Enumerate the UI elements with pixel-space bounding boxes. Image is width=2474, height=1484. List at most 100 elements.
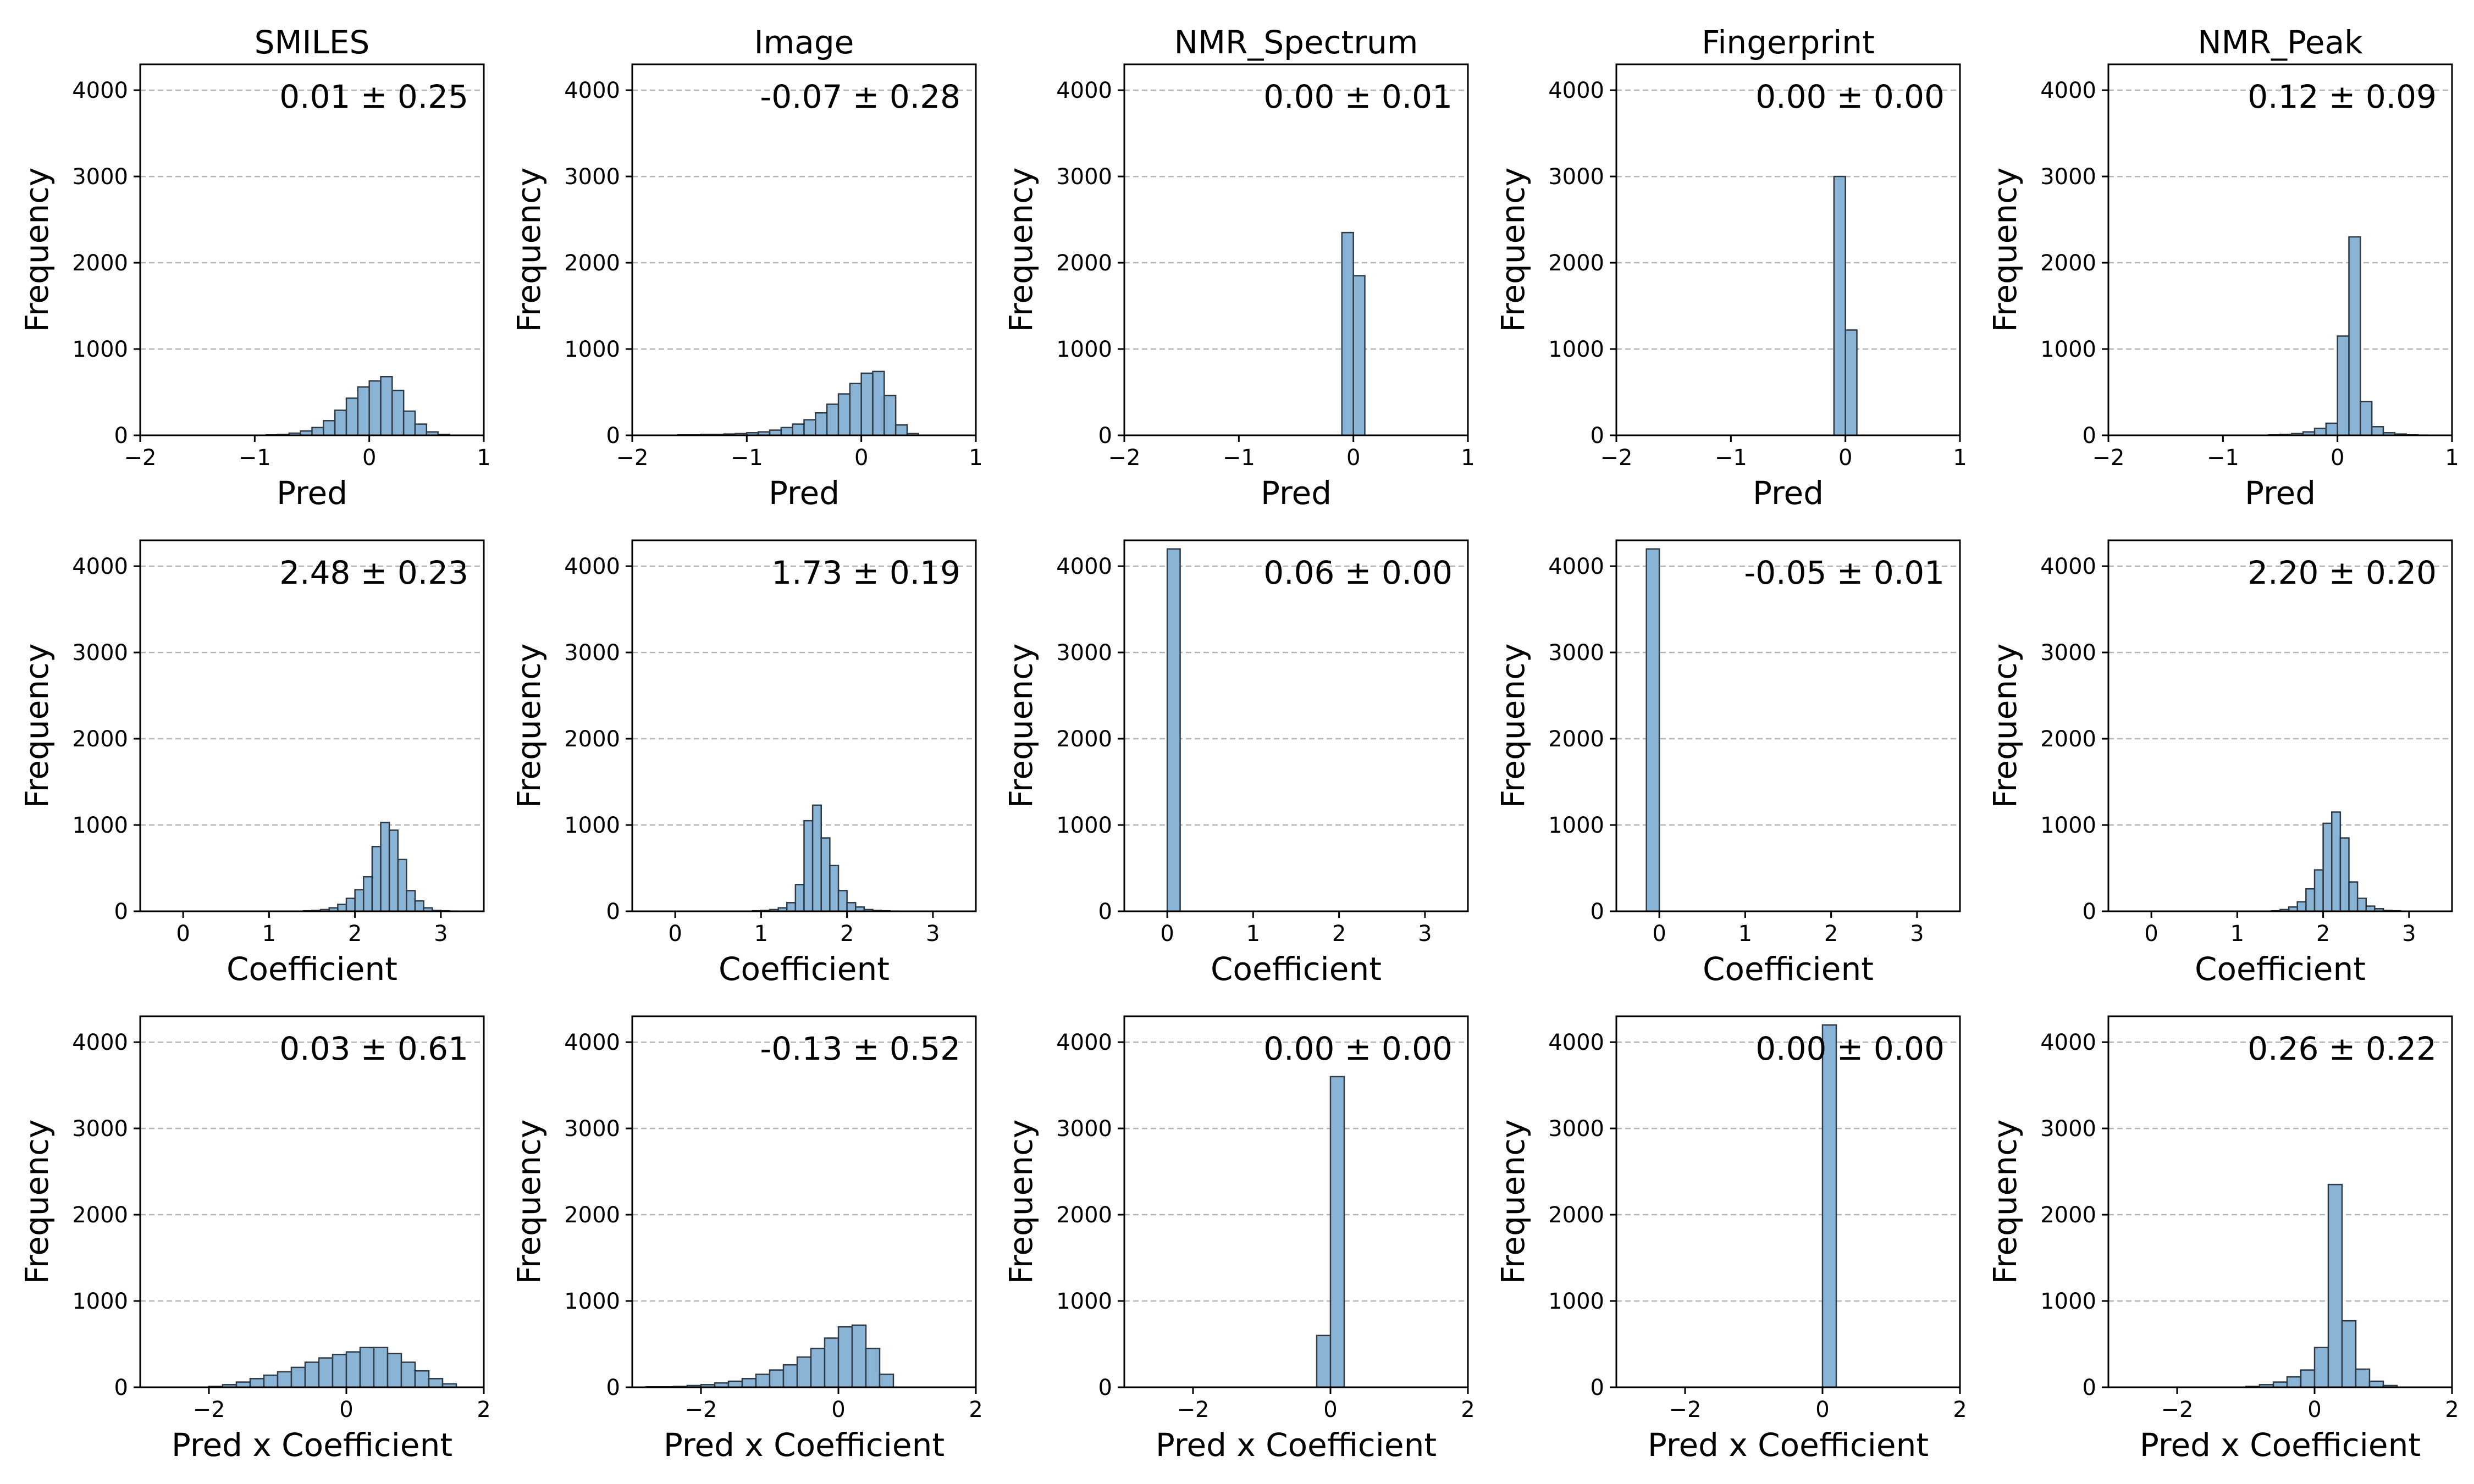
- histogram-bar: [397, 859, 407, 912]
- y-tick-label: 0: [2083, 423, 2096, 448]
- y-tick-label: 4000: [2040, 554, 2096, 579]
- subplot-2-4: 0 1000 2000 3000 4000 0 1 2 3 Coefficient Frequenc…: [1494, 539, 1961, 988]
- x-tick-label: 3: [434, 921, 448, 946]
- histogram-bar: [1352, 275, 1366, 436]
- y-tick-label: 0: [606, 1375, 620, 1400]
- mean-std-annotation: 0.00 ± 0.01: [1263, 78, 1453, 115]
- x-axis-label: Pred: [277, 474, 347, 512]
- subplot-1-1: SMILES 0 1000 2000 3000 4000 −2 −1 0 1 Pred Frequen…: [18, 24, 491, 512]
- x-tick-label: 0: [1838, 445, 1852, 470]
- y-tick-label: 1000: [2040, 337, 2096, 362]
- y-tick-label: 2000: [72, 251, 128, 276]
- y-tick-label: 1000: [1056, 337, 1112, 362]
- histogram-bar: [2325, 422, 2338, 436]
- y-tick-label: 0: [2083, 1375, 2096, 1400]
- histogram-bar: [894, 424, 908, 436]
- x-axis-label: Pred: [769, 474, 840, 512]
- y-tick-label: 4000: [1548, 78, 1604, 103]
- y-tick-label: 0: [1591, 1375, 1604, 1400]
- axes-frame: [2107, 1015, 2453, 1388]
- histogram-bar: [879, 1374, 894, 1388]
- x-tick-label: 0: [339, 1397, 353, 1422]
- y-tick-label: 3000: [1056, 164, 1112, 190]
- x-tick-label: 2: [1332, 921, 1346, 946]
- x-axis-label: Coefficient: [227, 950, 397, 988]
- histogram-bar: [1821, 1024, 1837, 1388]
- y-tick-label: 4000: [1056, 554, 1112, 579]
- mean-std-annotation: 0.00 ± 0.00: [1755, 1030, 1945, 1067]
- x-tick-label: 0: [2307, 1397, 2321, 1422]
- histogram-bar: [846, 902, 857, 912]
- y-tick-label: 1000: [72, 1289, 128, 1314]
- subplot-3-3: 0 1000 2000 3000 4000 −2 0 2 Pred x Coefficient F…: [1002, 1015, 1475, 1464]
- x-tick-label: 0: [854, 445, 868, 470]
- mean-std-annotation: -0.13 ± 0.52: [760, 1030, 960, 1067]
- axes-frame: [139, 539, 485, 912]
- histogram-bar: [1316, 1335, 1332, 1388]
- y-tick-label: 2000: [2040, 1203, 2096, 1228]
- histogram-bar: [332, 1354, 347, 1388]
- histogram-bar: [2371, 426, 2384, 436]
- axes-frame: [2107, 63, 2453, 436]
- histogram-bar: [755, 1374, 771, 1388]
- axes-frame: [1615, 539, 1961, 912]
- axes-frame: [139, 1015, 485, 1388]
- subplot-3-5: 0 1000 2000 3000 4000 −2 0 2 Pred x Coefficient F…: [1986, 1015, 2459, 1464]
- y-tick-label: 2000: [1548, 1203, 1604, 1228]
- x-axis-label: Coefficient: [1211, 950, 1382, 988]
- histogram-bar: [727, 1380, 743, 1388]
- x-tick-label: 0: [362, 445, 376, 470]
- histogram-bar: [2339, 837, 2350, 912]
- histogram-bar: [406, 890, 416, 912]
- histogram-bar: [883, 395, 897, 436]
- y-tick-label: 1000: [564, 1289, 620, 1314]
- histogram-bar: [334, 409, 347, 436]
- subplot-title: SMILES: [255, 24, 370, 61]
- histogram-bar: [810, 1348, 826, 1388]
- y-axis-label: Frequency: [1986, 644, 2024, 809]
- y-tick-label: 2000: [72, 727, 128, 752]
- y-tick-label: 4000: [1056, 1030, 1112, 1055]
- histogram-bar: [837, 890, 848, 912]
- x-tick-label: 0: [831, 1397, 845, 1422]
- y-tick-label: 1000: [1548, 1289, 1604, 1314]
- y-tick-label: 3000: [1548, 164, 1604, 190]
- histogram-bar: [402, 410, 416, 436]
- histogram-bar: [380, 376, 393, 436]
- x-tick-label: 0: [1815, 1397, 1829, 1422]
- histogram-bar: [1329, 1076, 1345, 1388]
- histogram-bar: [2368, 1380, 2384, 1388]
- x-tick-label: 1: [1953, 445, 1967, 470]
- x-axis-label: Pred x Coefficient: [1648, 1426, 1929, 1464]
- x-tick-label: 0: [1160, 921, 1174, 946]
- histogram-bar: [811, 804, 822, 912]
- y-tick-label: 3000: [72, 1116, 128, 1142]
- histogram-bar: [323, 420, 336, 436]
- histogram-bar: [373, 1347, 389, 1388]
- x-tick-label: 0: [668, 921, 682, 946]
- x-tick-label: 1: [1461, 445, 1475, 470]
- x-tick-label: 1: [2230, 921, 2244, 946]
- histogram-bar: [794, 884, 805, 912]
- y-tick-label: 1000: [1548, 337, 1604, 362]
- histogram-bar: [2313, 869, 2324, 912]
- x-tick-label: 1: [1246, 921, 1260, 946]
- subplot-1-3: NMR_Spectrum 0 1000 2000 3000 4000 −2 −1 0 1 Pred F…: [1002, 24, 1475, 512]
- mean-std-annotation: 0.12 ± 0.09: [2247, 78, 2437, 115]
- y-tick-label: 4000: [1548, 554, 1604, 579]
- subplot-2-5: 0 1000 2000 3000 4000 0 1 2 3 Coefficient Frequenc…: [1986, 539, 2453, 988]
- y-tick-label: 4000: [72, 554, 128, 579]
- y-tick-label: 0: [114, 1375, 128, 1400]
- subplot-3-2: 0 1000 2000 3000 4000 −2 0 2 Pred x Coefficient F…: [510, 1015, 983, 1464]
- x-tick-label: −2: [616, 445, 649, 470]
- x-tick-label: −2: [1108, 445, 1141, 470]
- histogram-bar: [2313, 1347, 2329, 1388]
- mean-std-annotation: 0.01 ± 0.25: [279, 78, 468, 115]
- x-tick-label: 3: [2402, 921, 2416, 946]
- mean-std-annotation: 0.06 ± 0.00: [1263, 554, 1453, 591]
- y-axis-label: Frequency: [510, 644, 548, 809]
- x-tick-label: 1: [1738, 921, 1752, 946]
- x-axis-label: Pred x Coefficient: [2140, 1426, 2421, 1464]
- histogram-bar: [780, 427, 793, 436]
- y-tick-label: 0: [1098, 423, 1112, 448]
